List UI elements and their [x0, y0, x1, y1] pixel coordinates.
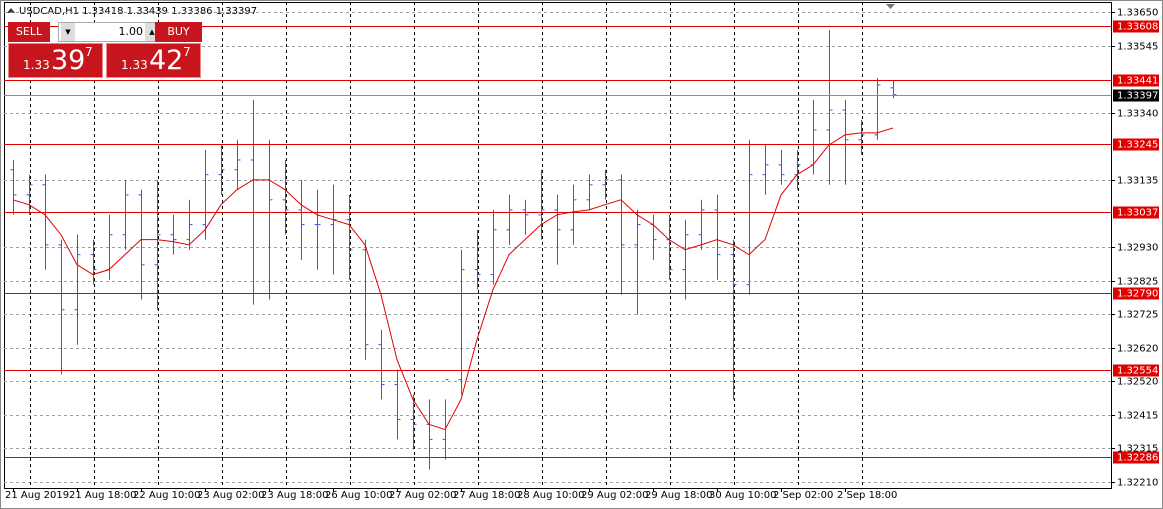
level-label: 1.33441	[1117, 76, 1158, 87]
moving-average	[12, 127, 894, 431]
volume-input[interactable]: ▼ 1.00 ▲	[58, 22, 162, 42]
y-tick-label: 1.33650	[1117, 8, 1158, 19]
level-label: 1.32554	[1117, 366, 1158, 377]
y-tick-label: 1.32210	[1117, 478, 1158, 489]
level-tag	[1113, 206, 1159, 219]
y-tick-label: 1.33545	[1117, 42, 1158, 53]
y-tick-label: 1.32930	[1117, 243, 1158, 254]
y-tick-label: 1.32315	[1117, 444, 1158, 455]
fraction: 7	[85, 45, 93, 59]
pips: 42	[149, 45, 184, 76]
level-tag	[1113, 138, 1159, 151]
x-tick-label: 30 Aug 10:00	[709, 490, 776, 501]
volume: 1.00	[118, 25, 144, 38]
level-label: 1.32790	[1117, 289, 1158, 300]
sell-price[interactable]: 1.33 39 7	[8, 43, 103, 78]
shift-marker[interactable]	[886, 4, 895, 9]
x-tick-label: 21 Aug 2019	[5, 490, 69, 501]
x-tick-label: 26 Aug 10:00	[325, 490, 392, 501]
level-tag	[1113, 451, 1159, 464]
x-tick-label: 2 Sep 02:00	[773, 490, 833, 501]
y-tick-label: 1.32620	[1117, 344, 1158, 355]
level-label: 1.33608	[1117, 22, 1158, 33]
buy-price[interactable]: 1.33 42 7	[106, 43, 201, 78]
y-tick-label: 1.33340	[1117, 109, 1158, 120]
fraction: 7	[183, 45, 191, 59]
y-tick-label: 1.32825	[1117, 277, 1158, 288]
level-label: 1.33037	[1117, 208, 1158, 219]
bid-label: 1.33397	[1117, 91, 1158, 102]
buy-button[interactable]: BUY	[155, 22, 202, 42]
x-tick-label: 23 Aug 02:00	[197, 490, 264, 501]
big-figure: 1.33	[121, 58, 148, 72]
x-tick-label: 2 Sep 18:00	[837, 490, 897, 501]
y-tick-label: 1.32520	[1117, 377, 1158, 388]
x-tick-label: 29 Aug 02:00	[581, 490, 648, 501]
plot-area	[4, 2, 1112, 489]
bid-tag	[1113, 89, 1159, 102]
chart-title: USDCAD,H1 1.33418 1.33439 1.33386 1.3339…	[19, 6, 257, 17]
x-tick-label: 22 Aug 10:00	[133, 490, 200, 501]
level-tag	[1113, 74, 1159, 87]
one-click-trading: SELL ▼ 1.00 ▲ BUY 1.33 39 7 1.33 42 7	[8, 22, 202, 78]
y-tick-label: 1.32725	[1117, 310, 1158, 321]
level-tag	[1113, 287, 1159, 300]
x-tick-label: 28 Aug 10:00	[517, 490, 584, 501]
pips: 39	[51, 45, 86, 76]
y-tick-label: 1.33135	[1117, 176, 1158, 187]
x-tick-label: 21 Aug 18:00	[69, 490, 136, 501]
x-tick-label: 29 Aug 18:00	[645, 490, 712, 501]
y-tick-label: 1.32415	[1117, 411, 1158, 422]
x-tick-label: 23 Aug 18:00	[261, 490, 328, 501]
collapse-arrow[interactable]	[7, 8, 15, 13]
level-label: 1.32286	[1117, 453, 1158, 464]
level-tag	[1113, 20, 1159, 33]
decrease[interactable]: ▼	[61, 23, 75, 41]
level-tag	[1113, 364, 1159, 377]
x-tick-label: 27 Aug 18:00	[453, 490, 520, 501]
big-figure: 1.33	[23, 58, 50, 72]
sell-button[interactable]: SELL	[8, 22, 50, 42]
level-label: 1.33245	[1117, 140, 1158, 151]
x-tick-label: 27 Aug 02:00	[389, 490, 456, 501]
